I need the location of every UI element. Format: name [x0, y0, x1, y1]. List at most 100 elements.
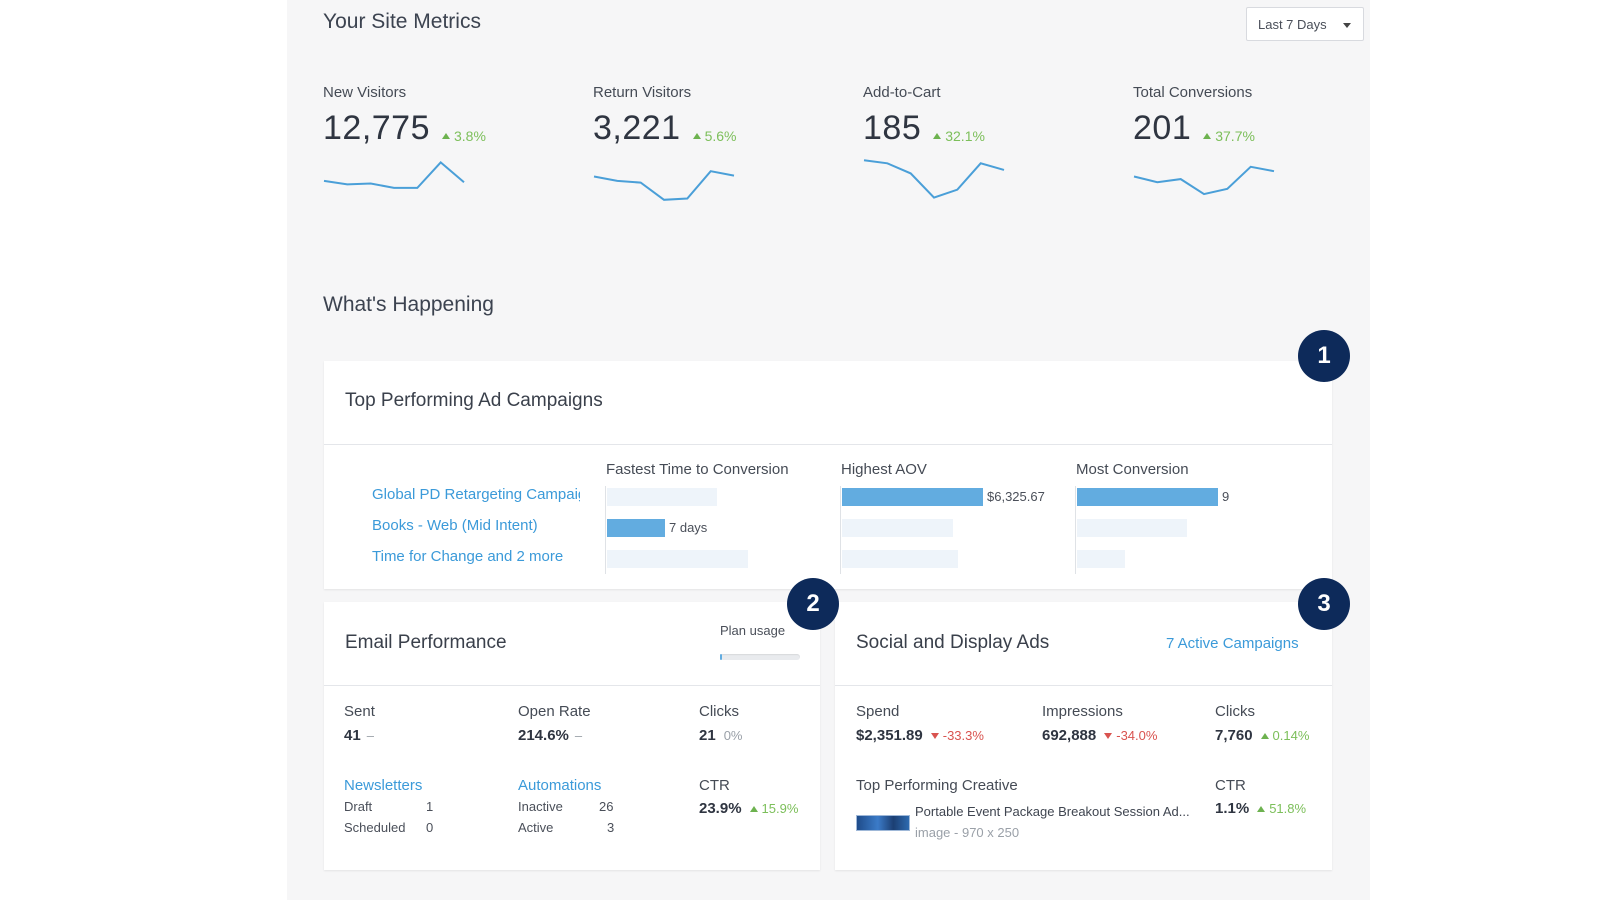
social-clicks-delta-value: 0.14% [1272, 728, 1310, 743]
whats-happening-title: What's Happening [323, 293, 494, 316]
metric-value: 12,775 [323, 109, 430, 147]
email-clicks-value: 21 [699, 727, 716, 744]
caret-down-icon [1343, 23, 1351, 28]
step-badge-2: 2 [787, 578, 839, 630]
ad-campaigns-card: Top Performing Ad Campaigns [324, 361, 1332, 589]
automation-active-label: Active [518, 820, 554, 835]
creative-thumbnail[interactable] [856, 815, 910, 831]
column-header-highest-aov: Highest AOV [841, 461, 927, 478]
open-rate-delta: – [574, 728, 583, 743]
column-header-most-conversion: Most Conversion [1076, 461, 1189, 478]
open-rate-value: 214.6% [518, 727, 569, 744]
metric-delta: 3.8% [442, 128, 486, 144]
metric-value: 185 [863, 109, 922, 147]
spend-value: $2,351.89 [856, 727, 923, 744]
social-clicks-stat: 7,760 0.14% [1215, 727, 1309, 744]
spend-label: Spend [856, 703, 900, 720]
email-ctr-value: 23.9% [699, 800, 742, 817]
campaign-link[interactable]: Books - Web (Mid Intent) [372, 517, 538, 534]
plan-usage-label: Plan usage [720, 623, 786, 638]
sent-stat: 41– [344, 727, 374, 744]
active-campaigns-link[interactable]: 7 Active Campaigns [1166, 635, 1299, 652]
automations-link[interactable]: Automations [518, 777, 602, 794]
social-display-card: Social and Display Ads [835, 602, 1332, 870]
card-title: Top Performing Ad Campaigns [345, 390, 603, 411]
bar-value-label: $6,325.67 [987, 489, 1045, 504]
column-header-fastest-time: Fastest Time to Conversion [606, 461, 789, 478]
social-clicks-label: Clicks [1215, 703, 1255, 720]
spend-delta: -33.3% [930, 728, 984, 743]
metric-label: New Visitors [323, 84, 407, 101]
date-range-value: Last 7 Days [1258, 16, 1327, 32]
social-ctr-delta: 51.8% [1257, 801, 1306, 816]
email-ctr-stat: 23.9% 15.9% [699, 800, 798, 817]
arrow-down-icon [930, 732, 939, 739]
email-performance-card: Email Performance [324, 602, 820, 870]
metric-add-to-cart: Add-to-Cart 185 32.1% [863, 84, 1103, 208]
plan-usage-bar [720, 654, 800, 660]
campaign-link[interactable]: Global PD Retargeting Campaign [372, 486, 580, 503]
open-rate-stat: 214.6% – [518, 727, 582, 744]
date-range-select[interactable]: Last 7 Days [1246, 7, 1364, 41]
email-ctr-label: CTR [699, 777, 730, 794]
arrow-up-icon [1260, 732, 1269, 739]
step-badge-1: 1 [1298, 330, 1350, 382]
impressions-delta: -34.0% [1104, 728, 1157, 743]
bar-fill [842, 488, 983, 506]
newsletters-link[interactable]: Newsletters [344, 777, 423, 794]
sent-label: Sent [344, 703, 375, 720]
card-header: Top Performing Ad Campaigns [324, 361, 1332, 445]
email-clicks-delta: 0% [723, 728, 743, 743]
bar-fill [1077, 488, 1218, 506]
newsletter-scheduled-label: Scheduled [344, 820, 406, 835]
metric-delta: 37.7% [1203, 128, 1255, 144]
campaign-link[interactable]: Time for Change and 2 more [372, 548, 564, 565]
social-ctr-label: CTR [1215, 777, 1246, 794]
metric-label: Add-to-Cart [863, 84, 941, 101]
sparkline-total-conversions [1133, 165, 1275, 196]
arrow-up-icon [1257, 805, 1266, 812]
newsletter-scheduled-count: 0 [426, 820, 434, 835]
card-header: Social and Display Ads [835, 602, 1332, 686]
impressions-delta-value: -34.0% [1116, 728, 1158, 743]
impressions-label: Impressions [1042, 703, 1123, 720]
sparkline-new-visitors [323, 161, 465, 189]
automation-active-count: 3 [607, 820, 615, 835]
bar-background [842, 519, 953, 537]
sparkline-path [593, 170, 735, 201]
arrow-down-icon [1104, 732, 1113, 739]
automation-inactive-count: 26 [599, 799, 614, 814]
automation-inactive-label: Inactive [518, 799, 563, 814]
social-clicks-value: 7,760 [1215, 727, 1253, 744]
arrow-up-icon [442, 133, 450, 139]
email-clicks-label: Clicks [699, 703, 739, 720]
social-ctr-stat: 1.1% 51.8% [1215, 800, 1306, 817]
social-clicks-delta: 0.14% [1260, 728, 1310, 743]
arrow-up-icon [1203, 133, 1212, 139]
sparkline-path [863, 159, 1005, 199]
bar-background [842, 550, 958, 568]
site-metrics-title: Your Site Metrics [323, 10, 481, 33]
column-divider [840, 486, 841, 574]
newsletter-draft-label: Draft [344, 799, 373, 814]
metric-label: Return Visitors [593, 84, 692, 101]
bar-value-label: 9 [1222, 489, 1230, 504]
bar-background [607, 488, 717, 506]
metric-new-visitors: New Visitors 12,775 3.8% [323, 84, 563, 208]
column-divider [605, 486, 606, 574]
sparkline-path [1133, 165, 1275, 196]
open-rate-label: Open Rate [518, 703, 591, 720]
newsletter-draft-count: 1 [426, 799, 434, 814]
arrow-up-icon [692, 133, 701, 139]
metric-label: Total Conversions [1133, 84, 1253, 101]
creative-title[interactable]: Portable Event Package Breakout Session … [915, 804, 1190, 819]
sparkline-return-visitors [593, 170, 735, 201]
sparkline-path [323, 161, 465, 189]
step-badge-3: 3 [1298, 578, 1350, 630]
metric-value: 3,221 [593, 109, 681, 147]
email-clicks-stat: 21 0% [699, 727, 742, 744]
impressions-value: 692,888 [1042, 727, 1097, 744]
bar-fill [607, 519, 665, 537]
bar-background [607, 550, 748, 568]
column-divider [1075, 486, 1076, 574]
